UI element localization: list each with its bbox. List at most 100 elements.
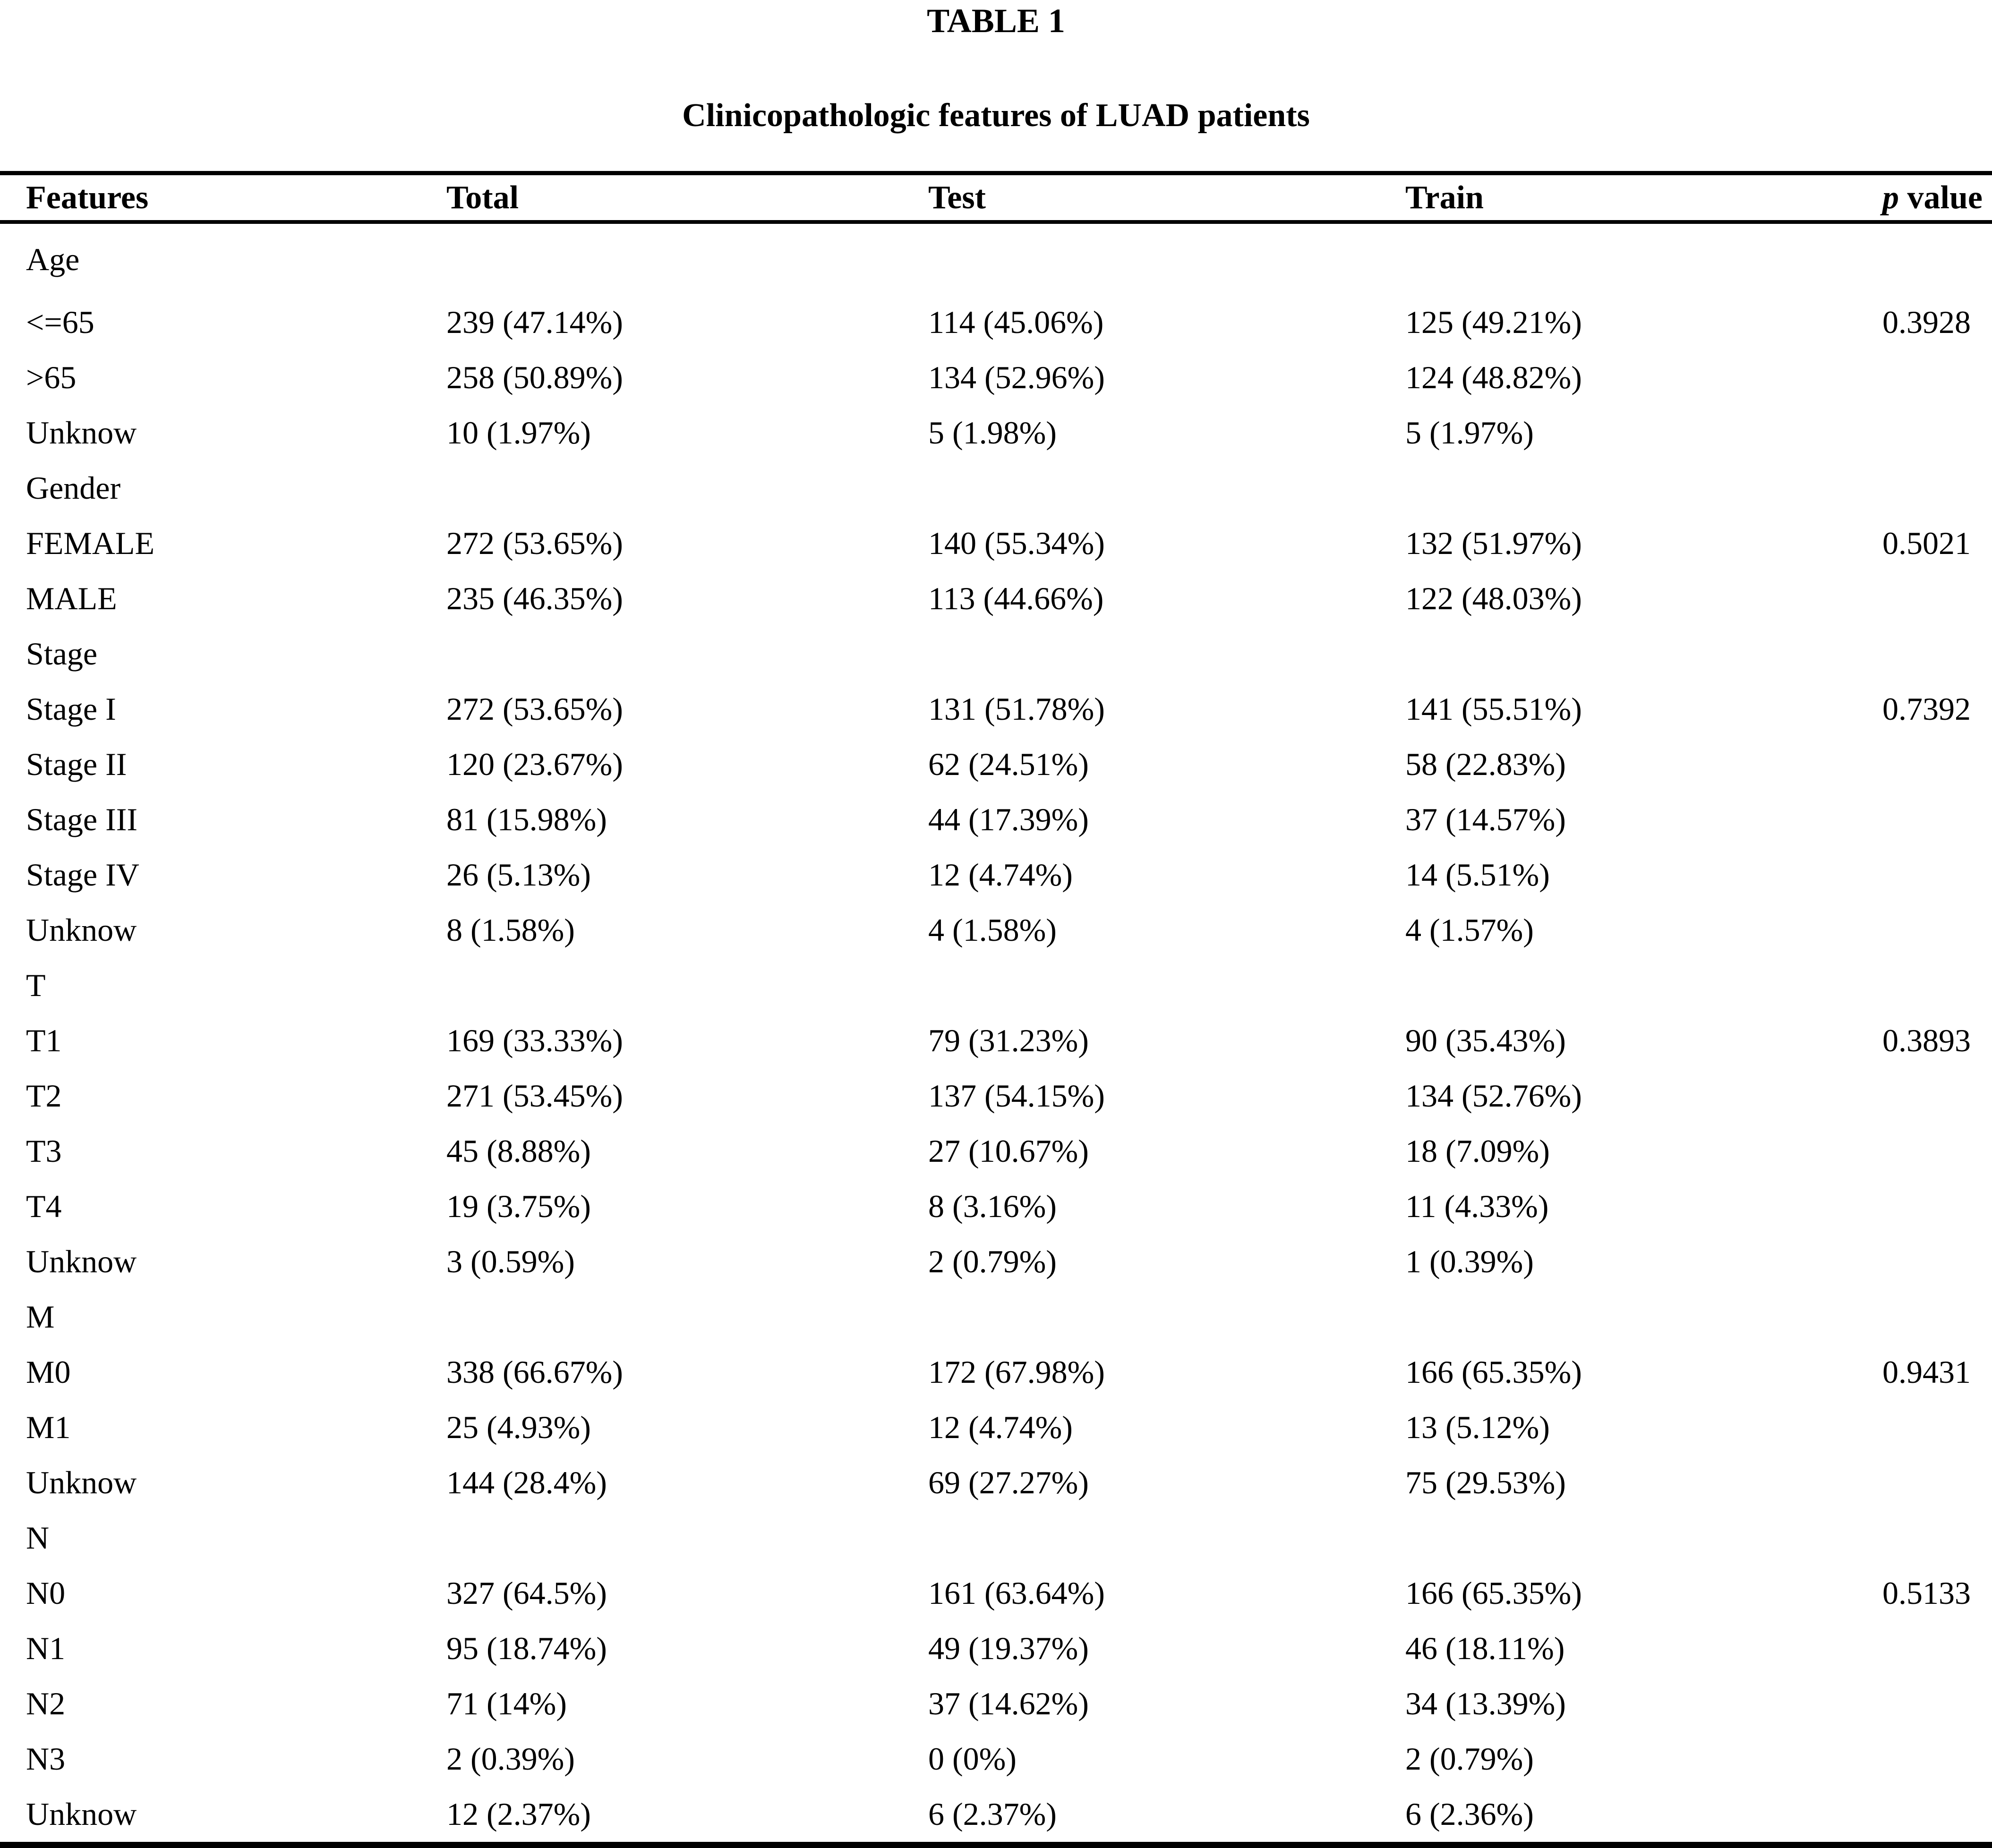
feature-cell: Age — [26, 241, 80, 277]
total-cell: 3 (0.59%) — [446, 1243, 575, 1279]
group-row: Gender — [0, 460, 1992, 516]
total-cell: 2 (0.39%) — [446, 1741, 575, 1777]
p-value-header: p value — [1882, 173, 1992, 222]
feature-cell: T1 — [26, 1022, 62, 1058]
feature-cell: N2 — [26, 1686, 66, 1721]
train-cell: 2 (0.79%) — [1405, 1741, 1534, 1777]
total-cell: 26 (5.13%) — [446, 857, 591, 893]
p-value-cell — [1882, 350, 1992, 405]
table-row: T1 169 (33.33%) 79 (31.23%) 90 (35.43%) 0.38… — [0, 1013, 1992, 1068]
test-cell — [928, 626, 1405, 681]
test-cell: 62 (24.51%) — [928, 746, 1089, 782]
header-row: Features Total Test Train p value — [0, 173, 1992, 222]
test-cell — [928, 222, 1405, 295]
table-row: T2 271 (53.45%) 137 (54.15%) 134 (52.76%) — [0, 1068, 1992, 1124]
table-row: Unknow 3 (0.59%) 2 (0.79%) 1 (0.39%) — [0, 1234, 1992, 1289]
train-cell: 11 (4.33%) — [1405, 1188, 1549, 1224]
table-row: FEMALE 272 (53.65%) 140 (55.34%) 132 (51.97… — [0, 516, 1992, 571]
feature-cell: N — [26, 1520, 50, 1556]
test-cell: 114 (45.06%) — [928, 304, 1104, 340]
p-value-cell — [1882, 626, 1992, 681]
table-row: Stage II 120 (23.67%) 62 (24.51%) 58 (22.83… — [0, 737, 1992, 792]
train-cell: 13 (5.12%) — [1405, 1409, 1550, 1445]
p-value-cell — [1882, 847, 1992, 903]
train-cell: 1 (0.39%) — [1405, 1243, 1534, 1279]
train-cell — [1405, 222, 1882, 295]
total-cell: 71 (14%) — [446, 1686, 567, 1721]
feature-cell: Gender — [26, 470, 121, 506]
p-value-cell — [1882, 460, 1992, 516]
test-cell — [928, 958, 1405, 1013]
p-value-label: value — [1899, 179, 1983, 216]
test-cell: 113 (44.66%) — [928, 580, 1104, 616]
feature-cell: N3 — [26, 1741, 66, 1777]
feature-cell: T2 — [26, 1078, 62, 1114]
feature-cell: Unknow — [26, 912, 137, 948]
test-cell — [928, 460, 1405, 516]
feature-cell: Stage II — [26, 746, 127, 782]
p-value-cell — [1882, 903, 1992, 958]
p-value-cell — [1882, 1731, 1992, 1787]
feature-cell: Unknow — [26, 1796, 137, 1832]
total-cell: 272 (53.65%) — [446, 525, 623, 561]
table-row: T3 45 (8.88%) 27 (10.67%) 18 (7.09%) — [0, 1124, 1992, 1179]
total-cell: 25 (4.93%) — [446, 1409, 591, 1445]
feature-cell: >65 — [26, 359, 77, 395]
table-row: Stage III 81 (15.98%) 44 (17.39%) 37 (14.57… — [0, 792, 1992, 847]
p-value-cell: 0.3928 — [1882, 304, 1971, 340]
feature-cell: M1 — [26, 1409, 71, 1445]
total-cell: 239 (47.14%) — [446, 304, 623, 340]
feature-cell: Stage — [26, 636, 98, 672]
table-row: Unknow 10 (1.97%) 5 (1.98%) 5 (1.97%) — [0, 405, 1992, 460]
table-row: Unknow 8 (1.58%) 4 (1.58%) 4 (1.57%) — [0, 903, 1992, 958]
p-value-cell — [1882, 958, 1992, 1013]
p-value-cell — [1882, 571, 1992, 626]
feature-cell: T3 — [26, 1133, 62, 1169]
test-cell: 0 (0%) — [928, 1741, 1017, 1777]
p-italic-label: p — [1882, 179, 1899, 216]
train-cell: 166 (65.35%) — [1405, 1575, 1582, 1611]
train-cell: 37 (14.57%) — [1405, 801, 1566, 837]
table-row: N2 71 (14%) 37 (14.62%) 34 (13.39%) — [0, 1676, 1992, 1731]
test-cell: 8 (3.16%) — [928, 1188, 1057, 1224]
table-row: N1 95 (18.74%) 49 (19.37%) 46 (18.11%) — [0, 1621, 1992, 1676]
p-value-cell — [1882, 1068, 1992, 1124]
train-cell: 166 (65.35%) — [1405, 1354, 1582, 1390]
group-row: M — [0, 1289, 1992, 1345]
test-cell: 27 (10.67%) — [928, 1133, 1089, 1169]
p-value-cell: 0.5021 — [1882, 525, 1971, 561]
train-cell: 125 (49.21%) — [1405, 304, 1582, 340]
feature-cell: M — [26, 1299, 55, 1335]
train-cell — [1405, 1510, 1882, 1566]
test-cell: 49 (19.37%) — [928, 1630, 1089, 1666]
table-row: Unknow 12 (2.37%) 6 (2.37%) 6 (2.36%) — [0, 1787, 1992, 1845]
total-header: Total — [446, 179, 519, 216]
test-cell: 69 (27.27%) — [928, 1465, 1089, 1500]
group-row: N — [0, 1510, 1992, 1566]
feature-cell: T — [26, 967, 46, 1003]
train-cell: 34 (13.39%) — [1405, 1686, 1566, 1721]
total-cell: 45 (8.88%) — [446, 1133, 591, 1169]
p-value-cell: 0.5133 — [1882, 1575, 1971, 1611]
test-cell: 161 (63.64%) — [928, 1575, 1105, 1611]
train-cell: 14 (5.51%) — [1405, 857, 1550, 893]
table-body: Age <=65 239 (47.14%) 114 (45.06%) 125 (49.2… — [0, 222, 1992, 1845]
total-cell: 19 (3.75%) — [446, 1188, 591, 1224]
total-cell: 81 (15.98%) — [446, 801, 607, 837]
test-cell: 4 (1.58%) — [928, 912, 1057, 948]
p-value-cell — [1882, 1179, 1992, 1234]
train-cell — [1405, 958, 1882, 1013]
train-cell: 18 (7.09%) — [1405, 1133, 1550, 1169]
clinicopathologic-table: Features Total Test Train p value Age <=6… — [0, 171, 1992, 1848]
total-cell: 12 (2.37%) — [446, 1796, 591, 1832]
p-value-cell — [1882, 1676, 1992, 1731]
test-cell — [928, 1289, 1405, 1345]
train-cell — [1405, 1289, 1882, 1345]
p-value-cell — [1882, 1510, 1992, 1566]
total-cell — [446, 626, 928, 681]
feature-cell: M0 — [26, 1354, 71, 1390]
table-row: Stage I 272 (53.65%) 131 (51.78%) 141 (55.5… — [0, 681, 1992, 737]
total-cell: 235 (46.35%) — [446, 580, 623, 616]
p-value-cell — [1882, 1455, 1992, 1510]
table-row: >65 258 (50.89%) 134 (52.96%) 124 (48.82%) — [0, 350, 1992, 405]
